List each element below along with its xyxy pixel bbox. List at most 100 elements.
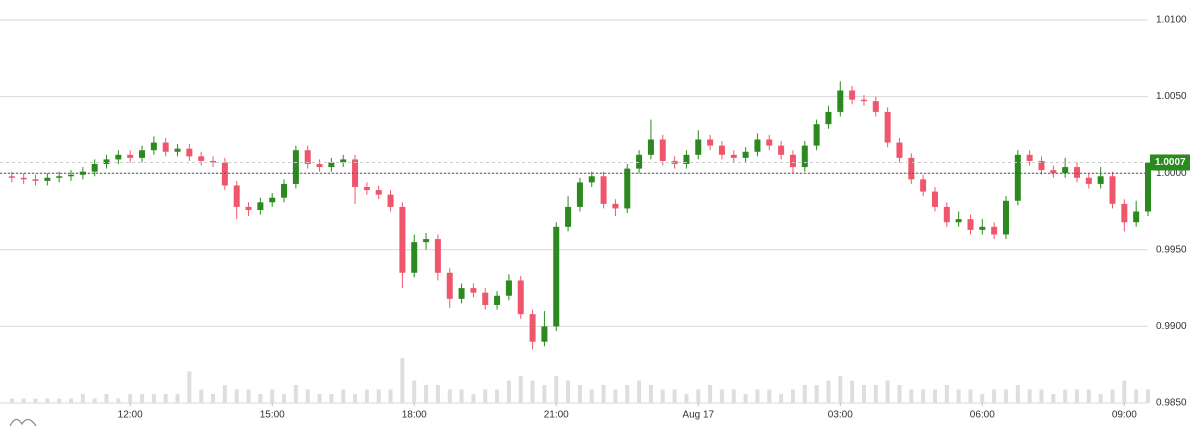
candle-body — [766, 139, 773, 146]
x-tick-label: 21:00 — [544, 410, 569, 421]
volume-bar — [814, 385, 819, 403]
volume-bar — [542, 385, 547, 403]
y-tick-label: 0.9900 — [1156, 321, 1187, 332]
volume-bar — [672, 389, 677, 403]
volume-bar — [755, 389, 760, 403]
volume-bar — [151, 394, 156, 403]
volume-bar — [1051, 394, 1056, 403]
volume-bar — [956, 389, 961, 403]
volume-bar — [530, 380, 535, 403]
candle-body — [1121, 203, 1128, 223]
candle-body — [210, 160, 217, 163]
volume-bar — [1098, 394, 1103, 403]
candle-body — [600, 176, 607, 204]
candle-body — [931, 191, 938, 207]
candle-body — [245, 206, 252, 210]
candle-body — [908, 157, 915, 180]
volume-bar — [33, 398, 38, 403]
candle-body — [860, 99, 867, 102]
volume-bar — [577, 385, 582, 403]
volume-bar — [459, 389, 464, 403]
candle-body — [659, 139, 666, 161]
volume-bar — [566, 380, 571, 403]
candle-body — [884, 111, 891, 143]
volume-bar — [826, 380, 831, 403]
volume-bar — [625, 385, 630, 403]
volume-bar — [1086, 389, 1091, 403]
volume-bar — [388, 389, 393, 403]
volume-bar — [897, 385, 902, 403]
volume-bar — [364, 389, 369, 403]
volume-bar — [696, 389, 701, 403]
candle-body — [624, 168, 631, 209]
volume-bar — [400, 358, 405, 403]
candle-body — [340, 159, 347, 163]
volume-bar — [57, 398, 62, 403]
candle-body — [375, 190, 382, 195]
candle-body — [683, 154, 690, 165]
volume-bar — [293, 385, 298, 403]
x-tick-label: 09:00 — [1112, 410, 1137, 421]
candle-body — [967, 219, 974, 230]
last-price-label: 1.0007 — [1155, 157, 1186, 168]
volume-bar — [1063, 389, 1068, 403]
x-tick-label: 06:00 — [970, 410, 995, 421]
candle-body — [292, 150, 299, 184]
volume-bar — [234, 389, 239, 403]
candle-body — [281, 183, 288, 198]
candle-body — [91, 164, 98, 172]
candle-body — [1109, 176, 1116, 204]
candle-body — [778, 145, 785, 155]
volume-bar — [518, 376, 523, 403]
volume-bar — [802, 385, 807, 403]
volume-bar — [412, 380, 417, 403]
volume-bar — [92, 398, 97, 403]
candle-body — [32, 179, 39, 181]
x-tick-label: 15:00 — [260, 410, 285, 421]
volume-bar — [790, 389, 795, 403]
volume-bar — [767, 389, 772, 403]
candle-body — [813, 124, 820, 146]
volume-bar — [21, 398, 26, 403]
candle-body — [115, 154, 122, 160]
candle-body — [411, 242, 418, 273]
volume-bar — [637, 380, 642, 403]
candle-body — [849, 90, 856, 100]
volume-bar — [779, 394, 784, 403]
volume-bar — [873, 385, 878, 403]
volume-bar — [353, 394, 358, 403]
volume-bar — [258, 394, 263, 403]
volume-bar — [921, 389, 926, 403]
candle-body — [1073, 167, 1080, 178]
volume-bar — [992, 389, 997, 403]
last-price-box — [1150, 154, 1190, 171]
candle-body — [458, 288, 465, 299]
candle-body — [186, 148, 193, 157]
volume-bar — [660, 389, 665, 403]
candle-body — [269, 197, 276, 203]
volume-bar — [222, 385, 227, 403]
candle-body — [754, 139, 761, 152]
candle-body — [896, 142, 903, 158]
y-tick-label: 1.0050 — [1156, 91, 1187, 102]
candle-body — [174, 148, 181, 152]
candle-body — [920, 179, 927, 192]
volume-bar — [187, 371, 192, 403]
volume-bar — [199, 389, 204, 403]
candle-body — [979, 226, 986, 230]
volume-bar — [932, 389, 937, 403]
volume-bar — [305, 389, 310, 403]
volume-bar — [554, 376, 559, 403]
candle-body — [718, 145, 725, 155]
candle-body — [1002, 200, 1009, 235]
candle-body — [1026, 154, 1033, 161]
volume-bar — [1110, 389, 1115, 403]
volume-bar — [743, 394, 748, 403]
candle-body — [316, 164, 323, 168]
volume-bar — [163, 394, 168, 403]
volume-bar — [601, 385, 606, 403]
candle-body — [588, 176, 595, 183]
candle-body — [221, 162, 228, 186]
candle-body — [801, 145, 808, 168]
